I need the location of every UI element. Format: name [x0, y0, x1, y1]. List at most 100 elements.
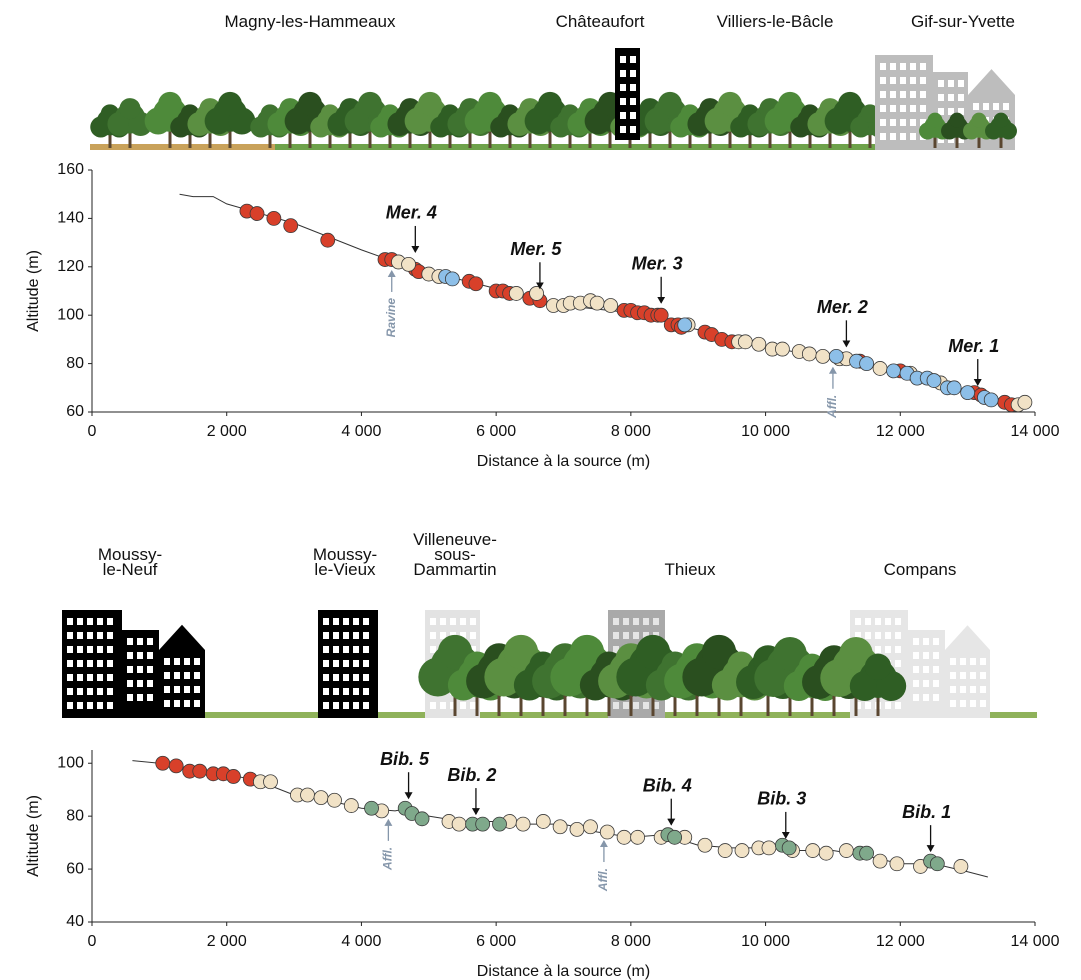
roof: [945, 625, 990, 650]
window: [77, 646, 83, 653]
window: [910, 133, 916, 140]
point: [873, 854, 887, 868]
window: [643, 618, 649, 625]
window: [880, 63, 886, 70]
window: [107, 618, 113, 625]
window: [87, 618, 93, 625]
window: [865, 632, 871, 639]
window: [363, 618, 369, 625]
building: [908, 630, 945, 718]
trunk: [469, 131, 472, 148]
window: [77, 674, 83, 681]
roof: [968, 69, 1015, 95]
point: [806, 844, 820, 858]
window: [880, 105, 886, 112]
y-tick-label: 40: [66, 913, 84, 930]
window: [958, 80, 964, 87]
window: [895, 660, 901, 667]
window: [970, 672, 976, 679]
window: [353, 688, 359, 695]
window: [890, 119, 896, 126]
window: [137, 680, 143, 687]
trunk: [1000, 136, 1003, 148]
trunk: [549, 129, 552, 148]
window: [900, 77, 906, 84]
window: [184, 700, 190, 707]
window: [353, 646, 359, 653]
window: [67, 688, 73, 695]
foliage: [418, 92, 442, 116]
window: [923, 666, 929, 673]
window: [890, 133, 896, 140]
window: [460, 618, 466, 625]
window: [164, 686, 170, 693]
point: [553, 820, 567, 834]
trunk: [589, 131, 592, 148]
point: [1018, 395, 1032, 409]
y-tick-label: 140: [57, 210, 84, 227]
window: [363, 660, 369, 667]
window: [174, 686, 180, 693]
building: [945, 650, 990, 718]
window: [87, 646, 93, 653]
point: [819, 846, 833, 860]
point: [321, 233, 335, 247]
trunk: [869, 133, 872, 148]
window: [613, 632, 619, 639]
window: [440, 618, 446, 625]
trunk: [689, 133, 692, 148]
window: [164, 658, 170, 665]
window: [333, 674, 339, 681]
window: [137, 666, 143, 673]
window: [77, 688, 83, 695]
window: [950, 686, 956, 693]
point: [816, 349, 830, 363]
window: [923, 652, 929, 659]
window: [147, 638, 153, 645]
window: [620, 112, 626, 119]
window: [958, 94, 964, 101]
window: [137, 694, 143, 701]
point: [267, 211, 281, 225]
window: [630, 98, 636, 105]
window: [950, 658, 956, 665]
window: [890, 77, 896, 84]
y-tick-label: 60: [66, 403, 84, 420]
window: [194, 700, 200, 707]
trunk: [669, 129, 672, 148]
foliage: [718, 92, 742, 116]
y-tick-label: 120: [57, 258, 84, 275]
window: [933, 666, 939, 673]
trunk: [649, 131, 652, 148]
window: [933, 694, 939, 701]
window: [910, 77, 916, 84]
annotation-label: Mer. 1: [948, 336, 999, 356]
window: [470, 618, 476, 625]
point: [752, 337, 766, 351]
window: [353, 660, 359, 667]
point: [890, 857, 904, 871]
point: [327, 793, 341, 807]
x-tick-label: 4 000: [341, 423, 381, 440]
x-tick-label: 14 000: [1011, 933, 1060, 950]
building: [62, 610, 122, 718]
window: [620, 56, 626, 63]
window: [333, 688, 339, 695]
window: [353, 674, 359, 681]
window: [430, 646, 436, 653]
window: [880, 119, 886, 126]
point: [226, 769, 240, 783]
foliage: [478, 92, 502, 116]
x-tick-label: 8 000: [611, 423, 651, 440]
window: [960, 686, 966, 693]
trunk: [129, 131, 132, 148]
window: [333, 646, 339, 653]
point: [887, 364, 901, 378]
window: [900, 91, 906, 98]
window: [980, 658, 986, 665]
trunk: [877, 695, 880, 716]
window: [137, 652, 143, 659]
foliage: [838, 92, 862, 116]
window: [620, 98, 626, 105]
window: [97, 632, 103, 639]
